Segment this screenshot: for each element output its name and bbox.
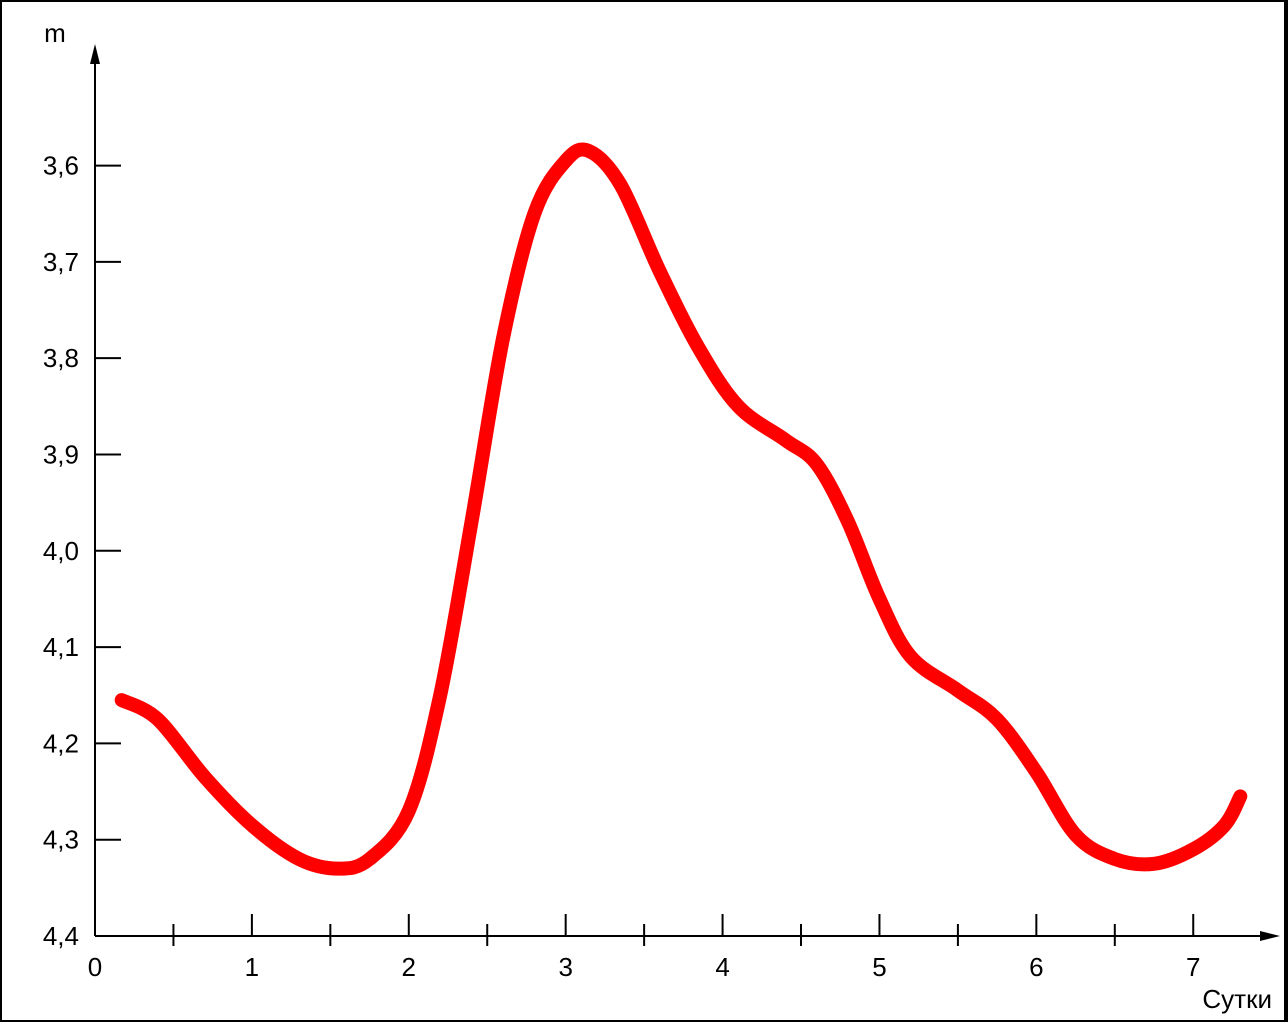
series-line: [114, 142, 1248, 876]
data-series: [114, 142, 1248, 876]
x-axis-arrow: [1260, 931, 1280, 941]
y-tick-label: 4,1: [43, 632, 79, 662]
x-tick-label: 5: [872, 952, 886, 982]
x-tick-label: 2: [402, 952, 416, 982]
y-tick-label: 4,0: [43, 536, 79, 566]
x-axis-label: Сутки: [1202, 984, 1272, 1014]
x-tick-label: 1: [245, 952, 259, 982]
x-tick-label: 4: [715, 952, 729, 982]
x-tick-label: 7: [1186, 952, 1200, 982]
y-tick-label: 3,8: [43, 343, 79, 373]
y-tick-label: 4,4: [43, 921, 79, 951]
y-tick-label: 3,7: [43, 247, 79, 277]
y-axis-label: m: [44, 18, 66, 48]
y-tick-label: 4,3: [43, 825, 79, 855]
tick-marks: [95, 164, 1195, 946]
x-tick-label: 3: [558, 952, 572, 982]
tick-labels: 3,6 3,7 3,8 3,9 4,0 4,1 4,2 4,3 4,4 0 1 2 3 4 5 6 7: [43, 151, 1201, 982]
y-tick-label: 4,2: [43, 728, 79, 758]
y-tick-label: 3,6: [43, 151, 79, 181]
y-tick-label: 3,9: [43, 439, 79, 469]
x-tick-label: 0: [88, 952, 102, 982]
x-tick-label: 6: [1029, 952, 1043, 982]
axes: [90, 44, 1280, 941]
y-axis-arrow: [90, 44, 100, 64]
